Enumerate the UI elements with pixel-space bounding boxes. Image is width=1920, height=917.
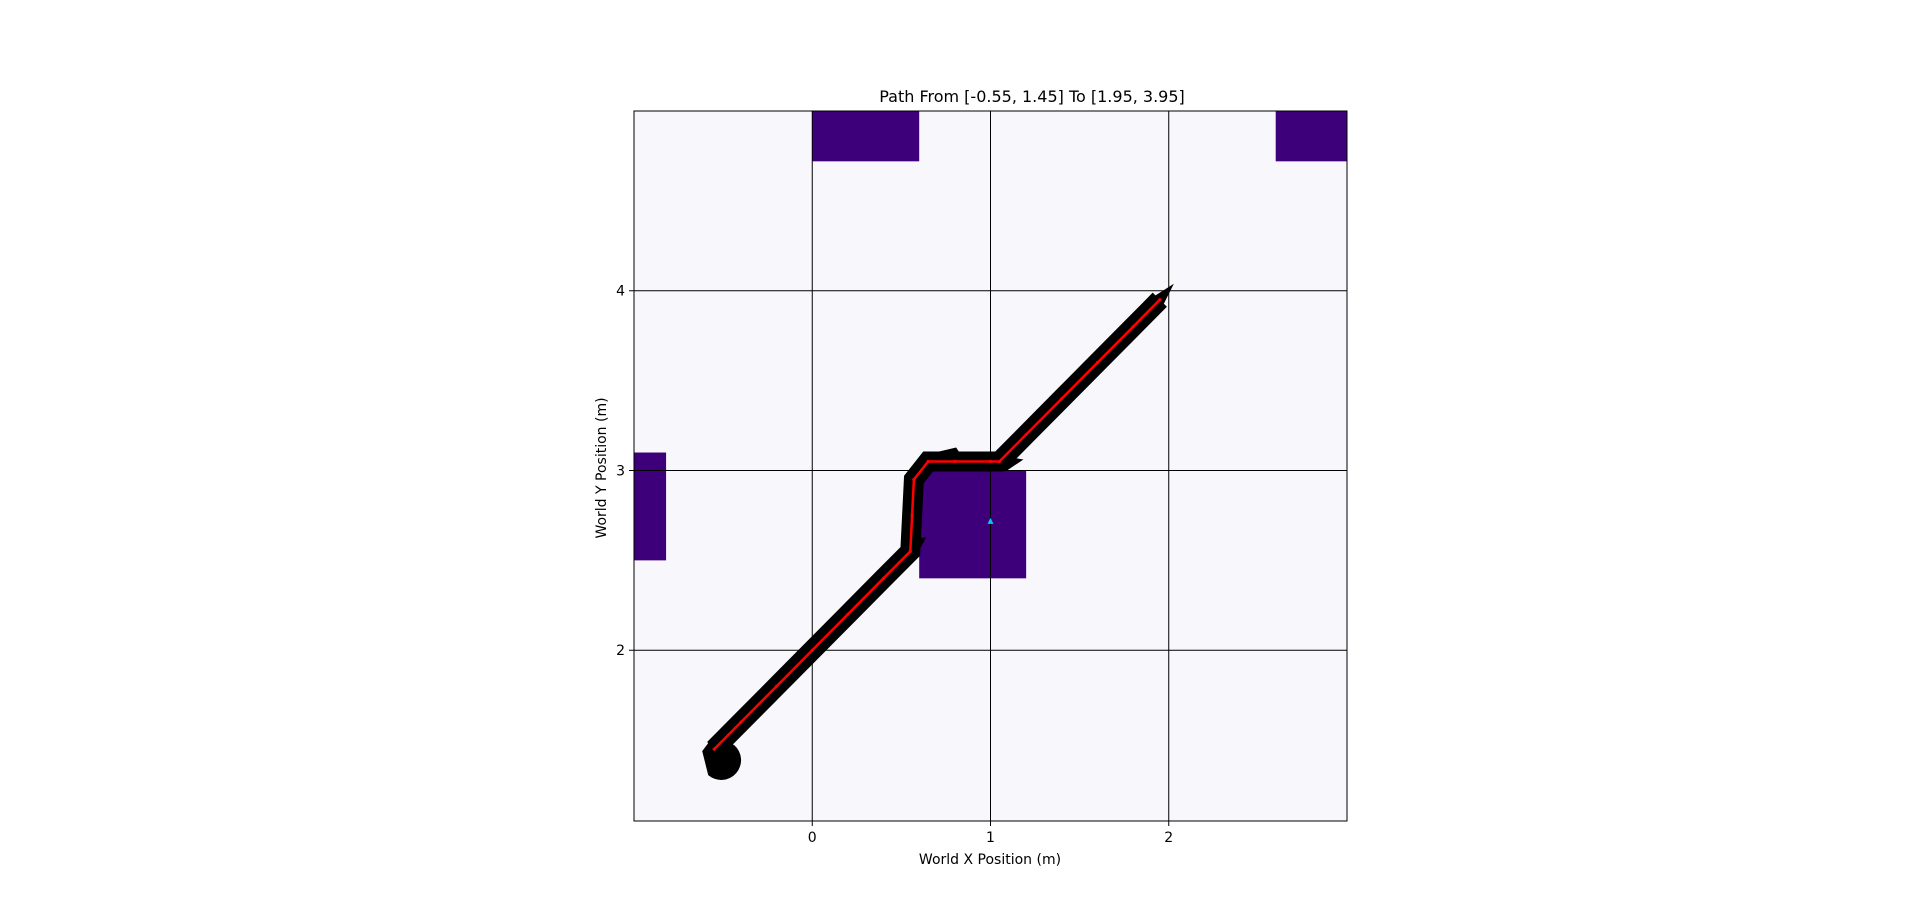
obstacle [812, 111, 920, 162]
x-tick-label: 1 [986, 830, 995, 846]
chart-title: Path From [-0.55, 1.45] To [1.95, 3.95] [879, 87, 1185, 106]
path-point [1095, 361, 1100, 365]
path-point [912, 477, 916, 482]
x-tick-label: 2 [1164, 830, 1173, 846]
y-tick-label: 3 [616, 463, 625, 479]
obstacle [634, 452, 667, 561]
path-point [908, 549, 912, 553]
y-tick-label: 4 [616, 284, 625, 300]
start-heading-marker [702, 735, 742, 780]
goal-marker [987, 517, 994, 524]
path-point [881, 576, 886, 580]
path-point [926, 459, 930, 464]
path-point [846, 612, 850, 616]
y-ticks: 2 3 4 [616, 284, 634, 659]
path-layer [702, 283, 1174, 780]
path-point [1158, 298, 1162, 302]
x-tick-label: 0 [808, 830, 817, 846]
path-point [1131, 325, 1135, 329]
turn-marker [999, 455, 1024, 472]
end-heading-marker [1151, 283, 1174, 304]
path-point [775, 684, 779, 688]
path-point [810, 648, 814, 652]
path-point [910, 513, 914, 518]
path-point [712, 747, 716, 751]
path-line [713, 298, 1161, 750]
path-point [953, 459, 957, 464]
path-point [997, 459, 1002, 464]
path-point [1024, 432, 1028, 437]
turn-marker [922, 447, 965, 460]
y-axis-label: World Y Position (m) [594, 397, 610, 538]
obstacle [1275, 111, 1347, 162]
obstacle [919, 470, 1027, 579]
x-axis-label: World X Position (m) [919, 852, 1061, 868]
path-point [988, 459, 993, 464]
path-point [739, 720, 743, 724]
y-tick-label: 2 [616, 643, 625, 659]
x-ticks: 0 1 2 [808, 821, 1173, 846]
path-point [1060, 396, 1064, 401]
